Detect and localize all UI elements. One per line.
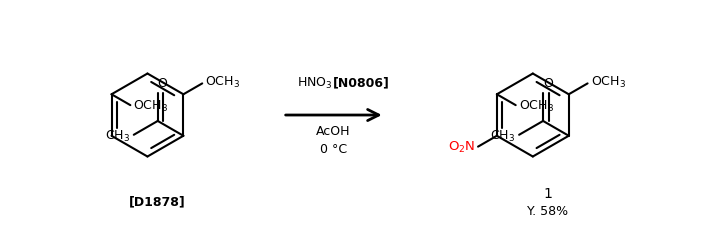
- Text: Y. 58%: Y. 58%: [527, 205, 568, 218]
- Text: 1: 1: [543, 187, 552, 201]
- Text: O$_2$N: O$_2$N: [448, 140, 475, 155]
- Text: OCH$_3$: OCH$_3$: [591, 75, 626, 90]
- Text: CH$_3$: CH$_3$: [490, 129, 515, 144]
- Text: [N0806]: [N0806]: [333, 77, 390, 90]
- Text: 0 °C: 0 °C: [320, 143, 347, 156]
- Text: O: O: [543, 77, 553, 90]
- Text: OCH$_3$: OCH$_3$: [519, 99, 554, 114]
- Text: HNO$_3$: HNO$_3$: [297, 76, 333, 91]
- Text: OCH$_3$: OCH$_3$: [134, 99, 168, 114]
- Text: AcOH: AcOH: [316, 125, 351, 138]
- Text: CH$_3$: CH$_3$: [105, 129, 130, 144]
- Text: OCH$_3$: OCH$_3$: [205, 75, 240, 90]
- Text: O: O: [157, 77, 167, 90]
- Text: [D1878]: [D1878]: [129, 195, 186, 209]
